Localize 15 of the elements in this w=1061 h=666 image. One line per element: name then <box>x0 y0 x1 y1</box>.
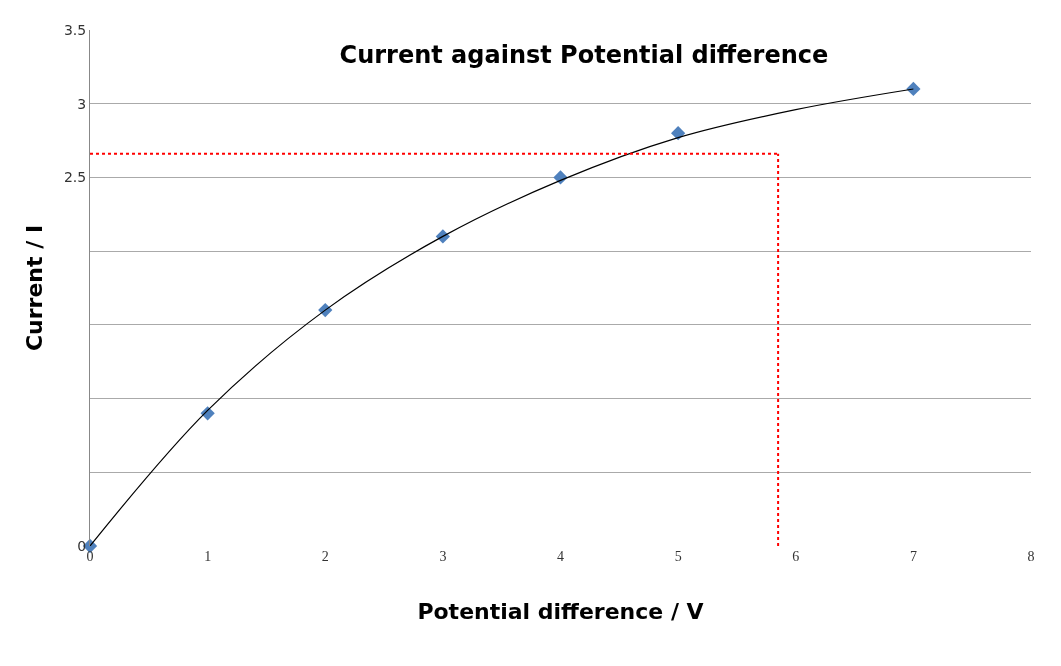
x-axis-title: Potential difference / V <box>417 598 704 624</box>
y-tick-label: 2.5 <box>63 169 87 186</box>
x-tick-label: 6 <box>792 549 800 564</box>
x-tick-label: 3 <box>439 549 447 564</box>
x-tick-label: 1 <box>204 549 212 564</box>
x-tick-label: 4 <box>557 549 564 564</box>
y-axis-title: Current / I <box>21 224 47 352</box>
x-tick-label: 5 <box>674 549 682 564</box>
x-tick-label: 2 <box>321 549 329 564</box>
y-tick-label: 3 <box>77 95 87 112</box>
y-tick-label: 3.5 <box>63 21 87 38</box>
point <box>200 406 215 421</box>
x-tick-label: 7 <box>909 549 917 564</box>
text: Current against Potential difference <box>339 41 829 70</box>
x-tick-label: 8 <box>1027 549 1035 564</box>
